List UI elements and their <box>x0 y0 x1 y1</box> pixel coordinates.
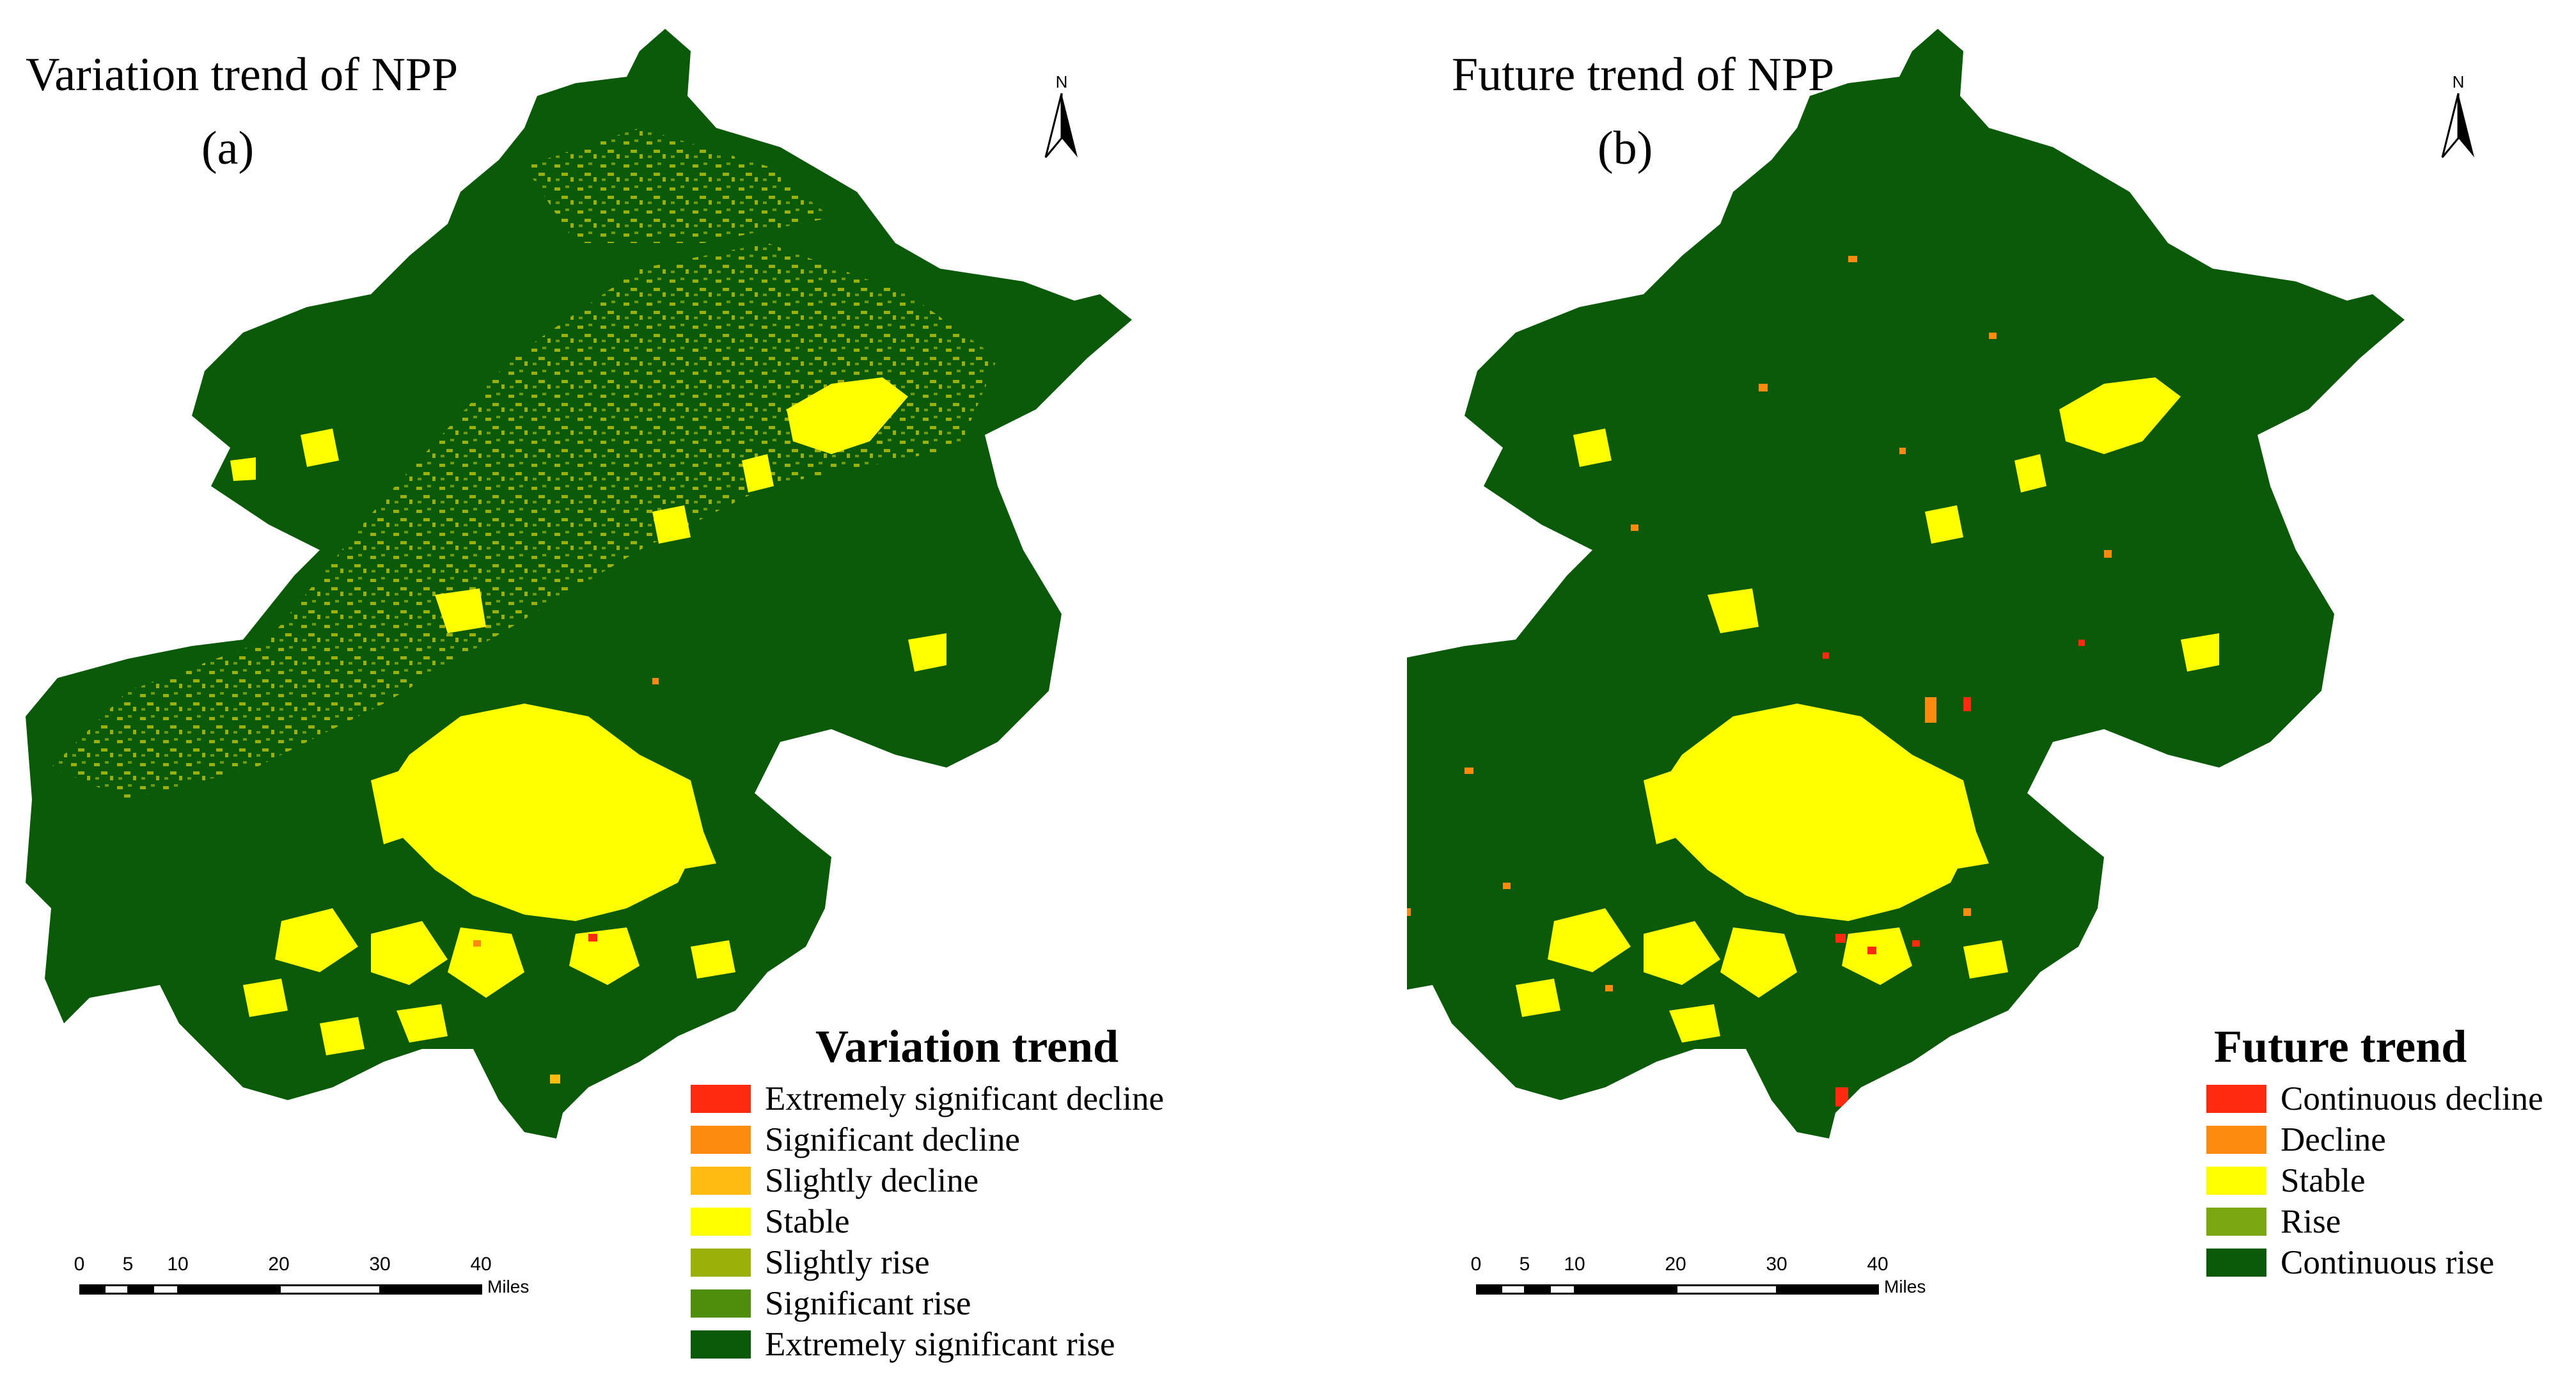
legend-item: Stable <box>2206 1160 2543 1201</box>
legend-item: Extremely significant decline <box>691 1078 1164 1119</box>
panel-a-variation-trend: Variation trend of NPP (a) N Variation t… <box>26 29 1164 1365</box>
legend-item: Rise <box>2206 1201 2543 1242</box>
legend-label: Extremely significant decline <box>765 1080 1164 1117</box>
north-label: N <box>1055 72 1068 91</box>
legend-swatch <box>691 1249 751 1277</box>
panel-label: (a) <box>201 122 255 175</box>
map-title: Future trend of NPP <box>1452 49 1835 101</box>
legend-item: Extremely significant rise <box>691 1324 1164 1365</box>
legend-swatch <box>691 1126 751 1154</box>
legend: Future trend Continuous decline Decline … <box>2206 1023 2543 1283</box>
scale-tick-label: 0 <box>74 1254 85 1275</box>
legend-item: Slightly rise <box>691 1242 1164 1283</box>
scale-tick-label: 20 <box>268 1254 290 1275</box>
legend-label: Decline <box>2281 1121 2386 1158</box>
scale-unit: Miles <box>1884 1277 1926 1296</box>
legend-item: Decline <box>2206 1119 2543 1160</box>
north-arrow: N <box>1042 74 1081 164</box>
scale-tick-label: 5 <box>1519 1254 1530 1275</box>
legend-label: Rise <box>2281 1202 2341 1240</box>
legend-swatch <box>691 1289 751 1318</box>
scale-tick-label: 40 <box>1867 1254 1889 1275</box>
scale-bar: 0 5 10 20 30 40 Miles <box>1470 1254 1959 1318</box>
north-arrow: N <box>2439 74 2478 164</box>
panel-label: (b) <box>1598 122 1653 175</box>
scale-tick-label: 30 <box>1766 1254 1787 1275</box>
legend-label: Slightly decline <box>765 1162 979 1199</box>
legend-item: Continuous rise <box>2206 1242 2543 1283</box>
north-label: N <box>2452 72 2465 91</box>
legend-item: Slightly decline <box>691 1160 1164 1201</box>
legend-item: Significant rise <box>691 1283 1164 1324</box>
legend-label: Stable <box>2281 1162 2366 1199</box>
legend-label: Significant rise <box>765 1284 971 1322</box>
legend-label: Extremely significant rise <box>765 1325 1115 1363</box>
legend-swatch <box>2206 1085 2266 1113</box>
scale-tick-label: 40 <box>470 1254 492 1275</box>
legend-title: Variation trend <box>815 1021 1119 1072</box>
legend-label: Stable <box>765 1202 850 1240</box>
legend-swatch <box>2206 1167 2266 1195</box>
legend-swatch <box>691 1085 751 1113</box>
legend: Variation trend Extremely significant de… <box>691 1023 1164 1365</box>
map-title: Variation trend of NPP <box>26 49 459 101</box>
legend-swatch <box>2206 1126 2266 1154</box>
north-arrow-icon <box>1044 93 1078 158</box>
north-arrow-icon <box>2441 93 2474 158</box>
scale-tick-label: 10 <box>1564 1254 1585 1275</box>
legend-swatch <box>691 1330 751 1359</box>
legend-label: Slightly rise <box>765 1243 930 1281</box>
scale-unit: Miles <box>487 1277 530 1296</box>
scale-tick-label: 5 <box>122 1254 134 1275</box>
scale-tick-label: 20 <box>1665 1254 1686 1275</box>
legend-item: Significant decline <box>691 1119 1164 1160</box>
legend-title: Future trend <box>2214 1021 2467 1072</box>
beijing-npp-variation-map <box>26 29 1132 1139</box>
scale-tick-label: 0 <box>1470 1254 1482 1275</box>
legend-label: Significant decline <box>765 1121 1020 1158</box>
legend-item: Continuous decline <box>2206 1078 2543 1119</box>
legend-label: Continuous rise <box>2281 1243 2495 1281</box>
legend-swatch <box>691 1208 751 1236</box>
legend-label: Continuous decline <box>2281 1080 2543 1117</box>
scale-bar: 0 5 10 20 30 40 Miles <box>74 1254 563 1318</box>
legend-swatch <box>691 1167 751 1195</box>
legend-item: Stable <box>691 1201 1164 1242</box>
scale-tick-label: 10 <box>167 1254 189 1275</box>
panel-b-future-trend: Future trend of NPP (b) N Future trend C… <box>1407 0 2576 1379</box>
legend-swatch <box>2206 1208 2266 1236</box>
scale-tick-label: 30 <box>369 1254 391 1275</box>
legend-swatch <box>2206 1249 2266 1277</box>
beijing-npp-future-map <box>1407 29 2405 1139</box>
